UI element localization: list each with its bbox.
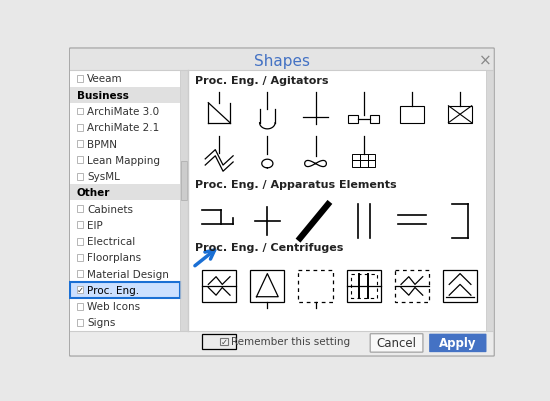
Bar [443, 270, 477, 302]
Bar [76, 319, 84, 326]
Bar [76, 254, 84, 261]
Text: Proc. Eng. / Centrifuges: Proc. Eng. / Centrifuges [195, 243, 343, 253]
Text: Shapes: Shapes [254, 54, 310, 69]
Text: ArchiMate 3.0: ArchiMate 3.0 [87, 107, 160, 117]
Text: Proc. Eng. / Apparatus Elements: Proc. Eng. / Apparatus Elements [195, 180, 397, 190]
FancyBboxPatch shape [69, 49, 494, 356]
Bar [76, 157, 84, 164]
FancyBboxPatch shape [429, 334, 487, 352]
Text: Web Icons: Web Icons [87, 302, 140, 312]
Bar [486, 71, 493, 331]
Bar [348, 116, 358, 124]
Text: Proc. Eng. / Agitators: Proc. Eng. / Agitators [195, 75, 328, 85]
Bar [250, 270, 284, 302]
Text: Cancel: Cancel [377, 336, 416, 350]
Text: Lean Mapping: Lean Mapping [87, 156, 161, 165]
Bar [220, 338, 228, 345]
Bar [180, 71, 188, 331]
Bar [76, 108, 84, 115]
Text: ArchiMate 2.1: ArchiMate 2.1 [87, 123, 160, 133]
Bar [400, 107, 424, 124]
Text: Floorplans: Floorplans [87, 253, 141, 263]
Bar [350, 274, 377, 298]
Bar [76, 287, 84, 294]
Text: Business: Business [76, 91, 128, 101]
Text: EIP: EIP [87, 220, 103, 230]
Text: ×: × [479, 54, 492, 69]
Bar [346, 270, 381, 302]
Text: SysML: SysML [87, 172, 120, 182]
Bar [76, 173, 84, 180]
Text: Remember this setting: Remember this setting [231, 336, 350, 346]
Text: Other: Other [76, 188, 110, 198]
Text: ✓: ✓ [220, 337, 227, 346]
Bar [360, 161, 367, 167]
Text: ✓: ✓ [76, 286, 84, 295]
Bar [76, 271, 84, 277]
Bar [76, 76, 84, 83]
Bar [76, 238, 84, 245]
Text: Signs: Signs [87, 318, 116, 328]
Text: Material Design: Material Design [87, 269, 169, 279]
Bar [299, 270, 333, 302]
Text: Veeam: Veeam [87, 74, 123, 84]
Bar [70, 71, 188, 331]
Bar [189, 71, 493, 331]
Bar [360, 155, 367, 161]
Text: Electrical: Electrical [87, 237, 136, 247]
Bar [367, 155, 375, 161]
Bar [367, 161, 375, 167]
Text: Apply: Apply [439, 336, 476, 350]
Bar [202, 270, 236, 302]
Bar [70, 50, 493, 71]
Bar [76, 222, 84, 229]
Bar [395, 270, 429, 302]
Bar [370, 116, 379, 124]
Bar [70, 331, 493, 355]
Bar [76, 303, 84, 310]
Bar [352, 161, 360, 167]
Text: BPMN: BPMN [87, 139, 117, 149]
Bar [448, 107, 472, 124]
Bar [76, 141, 84, 148]
Bar [181, 162, 188, 200]
Bar [70, 282, 180, 298]
Bar [202, 334, 236, 349]
Bar [76, 206, 84, 213]
Text: Cabinets: Cabinets [87, 204, 133, 214]
Text: Proc. Eng.: Proc. Eng. [87, 285, 140, 295]
Bar [70, 87, 180, 103]
Bar [352, 155, 360, 161]
Bar [76, 124, 84, 132]
FancyBboxPatch shape [370, 334, 423, 352]
Bar [70, 185, 180, 201]
